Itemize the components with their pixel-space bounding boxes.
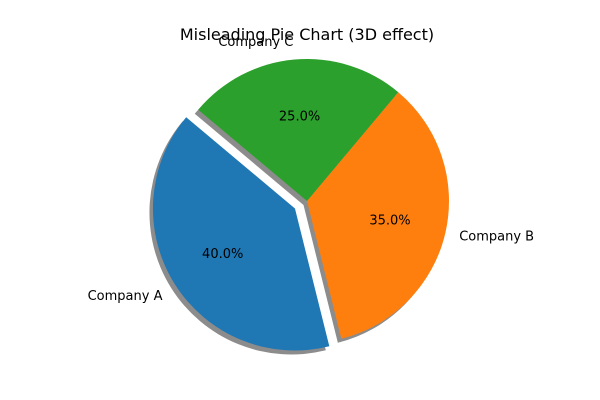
- slice-company-b: [307, 92, 450, 339]
- percent-label-company-b: 35.0%: [369, 214, 410, 229]
- percent-label-company-c: 25.0%: [279, 110, 320, 125]
- category-label-company-c: Company C: [218, 35, 293, 50]
- pie-labels: Company A 40.0% Company B 35.0% Company C 25.…: [88, 35, 534, 304]
- percent-label-company-a: 40.0%: [202, 247, 243, 262]
- slice-company-a: [152, 117, 330, 351]
- chart-title: Misleading Pie Chart (3D effect): [180, 25, 434, 44]
- pie-slices: [152, 58, 450, 351]
- category-label-company-a: Company A: [88, 289, 163, 304]
- slice-company-c: [198, 58, 399, 201]
- category-label-company-b: Company B: [459, 230, 534, 245]
